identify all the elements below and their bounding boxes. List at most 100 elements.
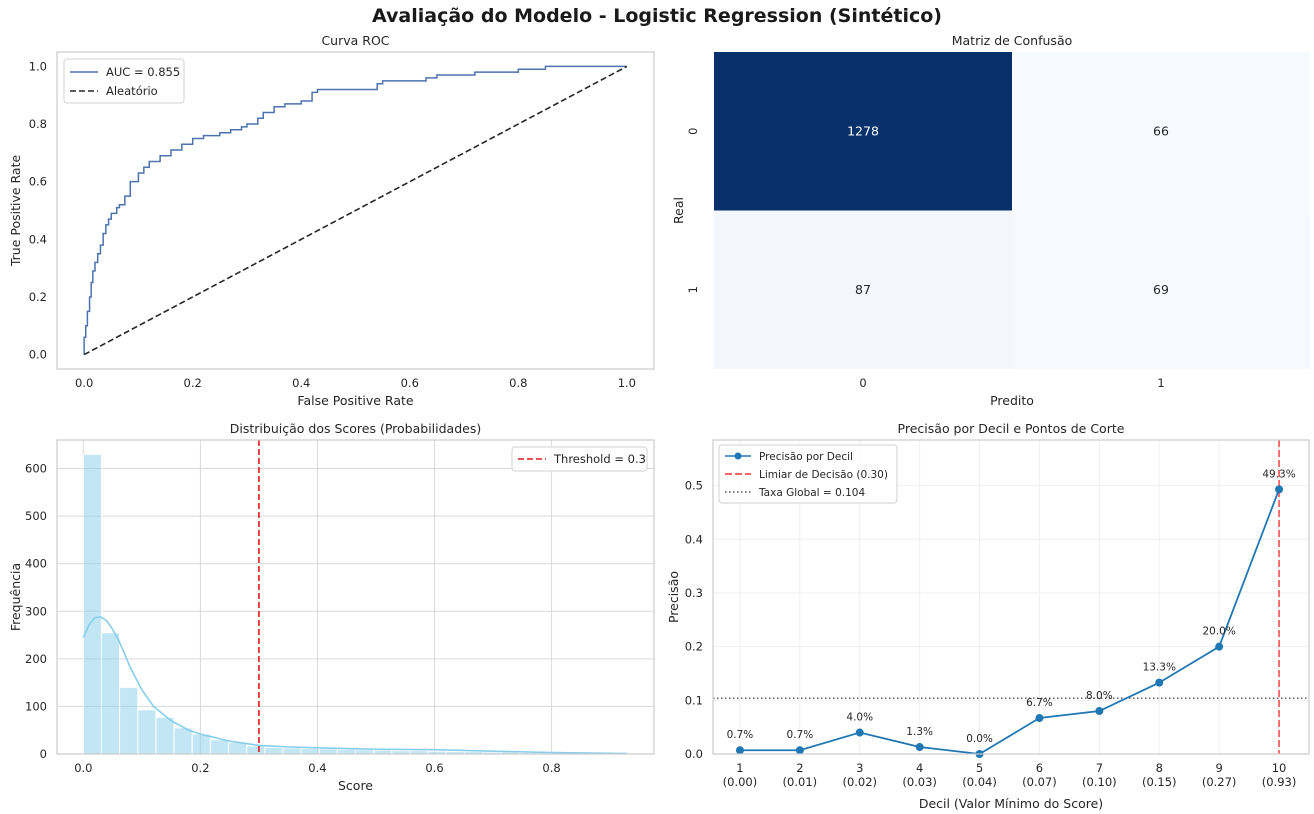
hist-bar (246, 745, 266, 755)
prec-x-tick-label: 7 (1096, 761, 1103, 775)
prec-point (735, 746, 744, 755)
figure-title: Avaliação do Modelo - Logistic Regressio… (372, 5, 942, 27)
prec-legend-label: Limiar de Decisão (0.30) (759, 469, 888, 481)
hist-bar (300, 747, 320, 755)
hist-bar (336, 748, 357, 755)
prec-point-label: 6.7% (1026, 697, 1053, 709)
prec-point (855, 728, 864, 737)
prec-point-label: 0.7% (727, 729, 754, 741)
prec-x-tick-sublabel: (0.15) (1142, 775, 1177, 789)
hist-bar (119, 686, 139, 755)
hist-y-tick-label: 500 (25, 509, 47, 523)
prec-x-tick-label: 10 (1272, 761, 1287, 775)
prec-point-label: 0.7% (787, 729, 814, 741)
prec-legend-box (718, 444, 898, 504)
hist-y-tick-label: 0 (40, 747, 47, 761)
hist-bar (355, 749, 375, 755)
prec-x-tick-sublabel: (0.03) (902, 775, 937, 789)
prec-x-tick-sublabel: (0.01) (783, 775, 818, 789)
cm-cell (714, 52, 1012, 211)
cm-cell (1012, 52, 1310, 211)
hist-x-tick-label: 0.2 (191, 761, 209, 775)
prec-y-tick-label: 0.2 (685, 640, 703, 654)
prec-point-label: 0.0% (966, 733, 993, 745)
prec-point (1035, 714, 1044, 723)
prec-legend-label: Taxa Global = 0.104 (758, 487, 865, 499)
roc-chart: Curva ROC 0.0 0.2 0.4 0.6 0.8 1.0 0.0 0.2 0.4 0.6 0… (8, 33, 655, 408)
prec-point (1215, 642, 1224, 651)
cm-x-tick-label: 0 (859, 376, 866, 390)
prec-x-tick-label: 4 (916, 761, 923, 775)
roc-y-tick-label: 0.4 (29, 232, 47, 246)
cm-x-axis-label: Predito (990, 393, 1034, 408)
prec-x-tick-label: 9 (1215, 761, 1222, 775)
prec-x-tick-sublabel: (0.10) (1082, 775, 1117, 789)
roc-x-tick-label: 0.2 (184, 376, 202, 390)
cm-y-tick-label: 1 (686, 286, 700, 293)
prec-x-tick-sublabel: (0.00) (723, 775, 758, 789)
prec-y-axis-label: Precisão (666, 571, 681, 623)
cm-y-axis-label: Real (671, 197, 686, 224)
roc-legend-label: Aleatório (106, 84, 158, 98)
hist-bar (173, 727, 193, 755)
cm-cell-value: 69 (1153, 282, 1169, 297)
cm-cell (714, 210, 1012, 369)
hist-bar (191, 733, 211, 755)
roc-title: Curva ROC (321, 33, 389, 48)
roc-x-tick-label: 0.4 (292, 376, 310, 390)
prec-point-label: 49.3% (1262, 468, 1295, 480)
roc-y-tick-label: 1.0 (29, 59, 47, 73)
roc-y-axis-label: True Positive Rate (8, 155, 23, 268)
prec-x-axis-label: Decil (Valor Mínimo do Score) (919, 796, 1103, 811)
prec-y-tick-label: 0.0 (685, 747, 703, 761)
roc-x-tick-label: 0.8 (509, 376, 527, 390)
cm-cell-value: 1278 (847, 123, 879, 138)
hist-kde-line (82, 616, 628, 755)
prec-x-tick-sublabel: (0.04) (962, 775, 997, 789)
cm-cell (1012, 210, 1310, 369)
roc-y-tick-label: 0.2 (29, 290, 47, 304)
prec-x-tick-label: 1 (736, 761, 743, 775)
hist-x-tick-label: 0.4 (308, 761, 326, 775)
precision-by-decile-chart: Precisão por Decil e Pontos de Corte1(0.… (666, 421, 1310, 811)
prec-frame (712, 439, 1310, 755)
prec-x-tick-sublabel: (0.93) (1262, 775, 1297, 789)
hist-frame (56, 439, 655, 755)
roc-y-tick-label: 0.0 (29, 348, 47, 362)
hist-x-axis-label: Score (338, 778, 373, 793)
hist-x-tick-label: 0.8 (542, 761, 560, 775)
roc-y-tick-label: 0.8 (29, 117, 47, 131)
hist-bar (227, 742, 248, 755)
prec-point (1275, 485, 1284, 494)
prec-x-tick-label: 8 (1156, 761, 1163, 775)
prec-x-tick-label: 6 (1036, 761, 1043, 775)
hist-y-tick-label: 400 (25, 557, 47, 571)
hist-y-axis-label: Frequência (8, 563, 23, 631)
hist-legend-box (511, 446, 648, 472)
hist-y-tick-label: 300 (25, 604, 47, 618)
hist-bar (100, 632, 121, 755)
prec-point (1155, 678, 1164, 687)
prec-y-tick-label: 0.4 (685, 532, 703, 546)
prec-point-label: 1.3% (906, 726, 933, 738)
prec-point (795, 746, 804, 755)
hist-y-tick-label: 100 (25, 699, 47, 713)
prec-legend-marker (734, 452, 742, 460)
hist-title: Distribuição dos Scores (Probabilidades) (230, 421, 481, 436)
hist-bar (155, 716, 175, 755)
cm-title: Matriz de Confusão (952, 33, 1073, 48)
hist-x-tick-label: 0.6 (425, 761, 443, 775)
roc-series-random (83, 65, 628, 356)
prec-y-tick-label: 0.1 (685, 693, 703, 707)
prec-x-tick-sublabel: (0.27) (1202, 775, 1237, 789)
prec-x-tick-sublabel: (0.07) (1022, 775, 1057, 789)
cm-y-tick-label: 0 (686, 128, 700, 135)
score-distribution-chart: Distribuição dos Scores (Probabilidades)… (8, 421, 655, 793)
roc-legend-label: AUC = 0.855 (106, 65, 180, 79)
prec-x-tick-sublabel: (0.02) (842, 775, 877, 789)
roc-x-tick-label: 0.0 (75, 376, 93, 390)
hist-bar (264, 746, 284, 755)
roc-x-tick-label: 1.0 (618, 376, 636, 390)
prec-point-label: 20.0% (1202, 626, 1235, 638)
